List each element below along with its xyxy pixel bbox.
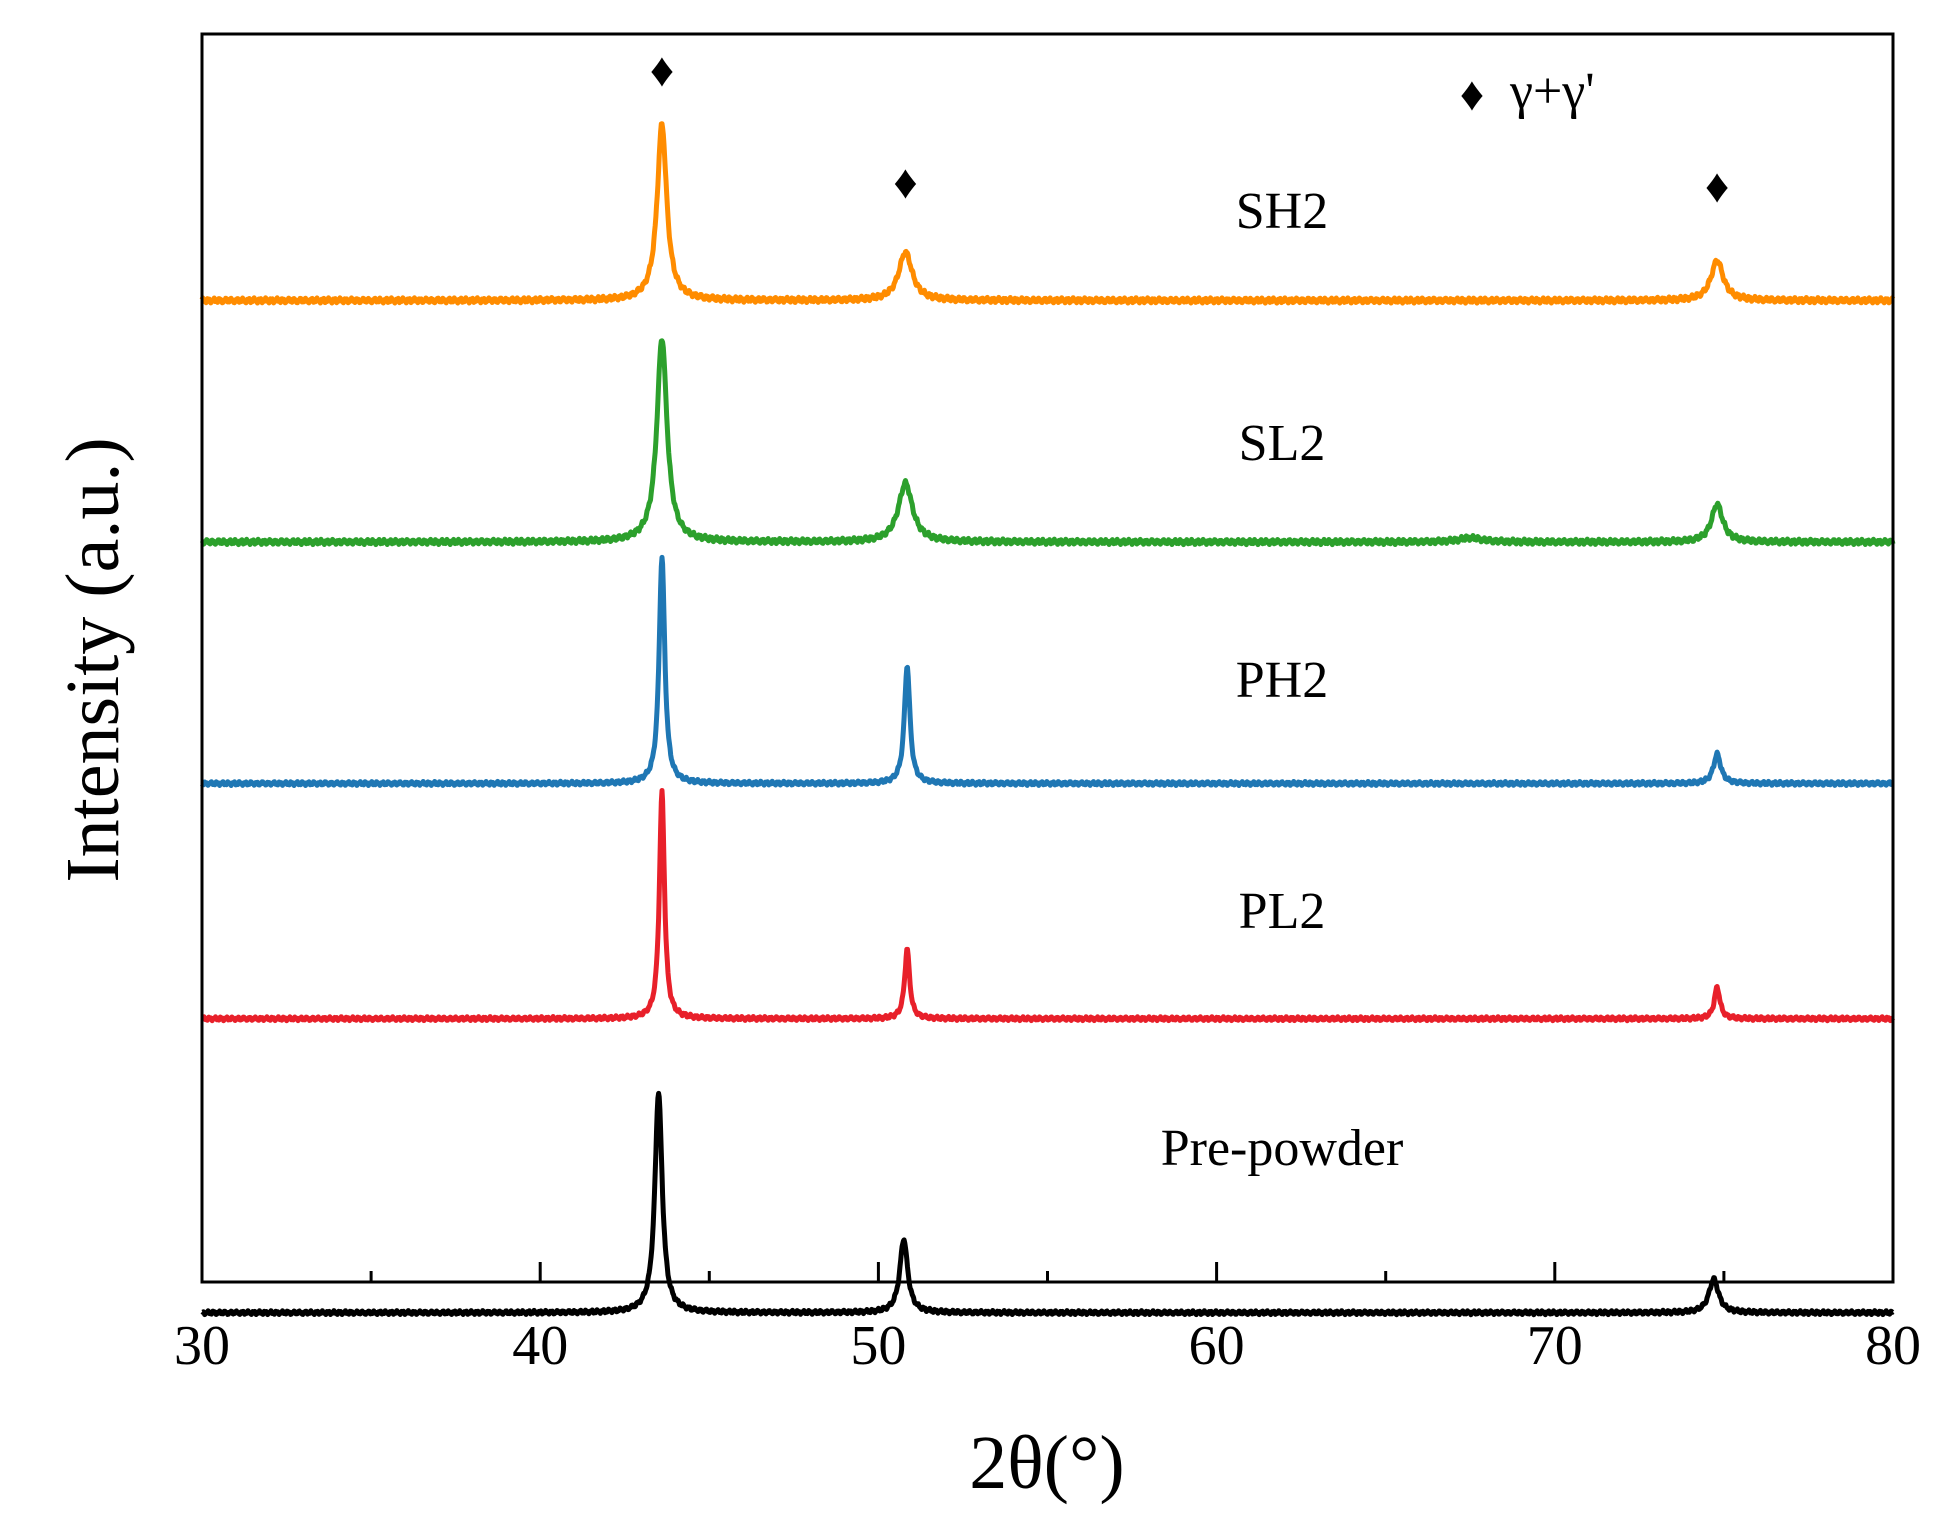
series-label-sl2: SL2	[1239, 415, 1326, 472]
series-line-pre-powder	[200, 1090, 1895, 1318]
series-line-sl2	[199, 338, 1896, 548]
diamond-icon: ♦	[1705, 160, 1730, 213]
diamond-icon: ♦	[650, 44, 675, 97]
legend: ♦ γ+γ'	[1460, 63, 1595, 121]
series-label-layer: SH2 SL2 PH2 PL2 Pre-powder	[1161, 183, 1404, 1177]
series-line-sh2	[199, 121, 1896, 306]
phase-marker-layer: ♦ ♦ ♦	[650, 44, 1730, 213]
y-axis-label: Intensity (a.u.)	[51, 437, 135, 882]
series-label-ph2: PH2	[1236, 652, 1328, 709]
x-tick-label: 50	[850, 1315, 906, 1377]
series-label-sh2: SH2	[1236, 183, 1328, 240]
x-tick-label: 80	[1865, 1315, 1921, 1377]
x-axis-ticks: 30 40 50 60 70 80	[174, 1262, 1921, 1377]
x-tick-label: 70	[1527, 1315, 1583, 1377]
x-tick-label: 60	[1189, 1315, 1245, 1377]
x-axis-label: 2θ(°)	[969, 1421, 1124, 1505]
legend-label: γ+γ'	[1509, 63, 1595, 120]
x-tick-label: 30	[174, 1315, 230, 1377]
x-tick-label: 40	[512, 1315, 568, 1377]
series-line-ph2	[200, 554, 1895, 788]
series-label-pl2: PL2	[1239, 883, 1326, 940]
series-line-pl2	[200, 788, 1896, 1024]
series-label-pre-powder: Pre-powder	[1161, 1120, 1404, 1177]
diamond-icon: ♦	[893, 156, 918, 209]
series-layer	[199, 121, 1896, 1318]
legend-diamond-icon: ♦	[1460, 68, 1485, 121]
plot-frame	[200, 32, 1895, 1284]
